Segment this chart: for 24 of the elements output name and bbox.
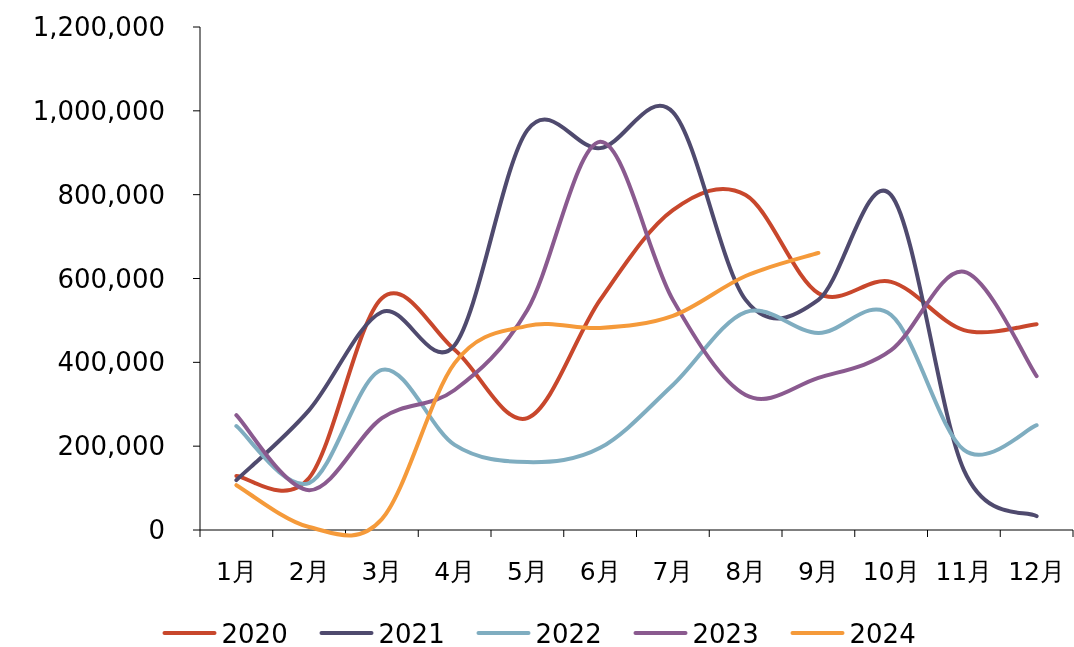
legend-label: 2021 — [378, 619, 445, 647]
y-tick-label: 1,200,000 — [32, 12, 165, 42]
x-tick-label: 12月 — [1008, 557, 1066, 586]
x-tick-label: 10月 — [862, 557, 920, 586]
x-tick-label: 2月 — [288, 557, 330, 586]
x-tick-label: 7月 — [652, 557, 694, 586]
x-tick-label: 9月 — [797, 557, 839, 586]
x-tick-label: 4月 — [434, 557, 476, 586]
x-tick-label: 8月 — [725, 557, 767, 586]
x-tick-label: 6月 — [579, 557, 621, 586]
legend-label: 2024 — [849, 619, 916, 647]
y-tick-label: 800,000 — [57, 179, 165, 210]
x-tick-label: 5月 — [506, 557, 548, 586]
y-tick-label: 200,000 — [57, 431, 165, 462]
legend-label: 2020 — [221, 619, 288, 647]
y-tick-label: 0 — [148, 515, 165, 545]
y-tick-label: 1,000,000 — [32, 95, 165, 126]
legend-label: 2023 — [692, 619, 759, 647]
x-tick-label: 11月 — [935, 557, 993, 586]
x-tick-label: 1月 — [215, 557, 257, 586]
y-tick-label: 400,000 — [57, 347, 165, 378]
y-tick-label: 600,000 — [57, 263, 165, 294]
legend-label: 2022 — [535, 619, 602, 647]
x-tick-label: 3月 — [361, 557, 403, 586]
